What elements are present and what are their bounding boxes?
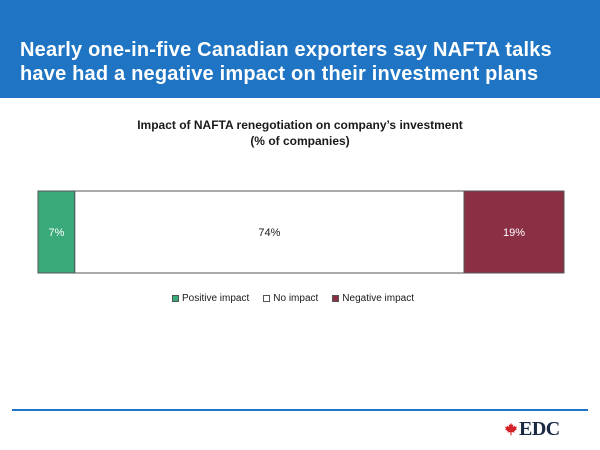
chart-subtitle: (% of companies) [250, 134, 350, 148]
legend-item-positive-impact: Positive impact [172, 293, 249, 304]
page-title: Nearly one-in-five Canadian exporters sa… [20, 39, 552, 85]
bar-segment-negative-impact [463, 190, 565, 274]
legend-item-negative-impact: Negative impact [332, 293, 414, 304]
data-label-no-impact: 74% [258, 227, 280, 239]
footer-divider [12, 409, 588, 411]
stacked-bar-chart: 7% 74% 19% [37, 190, 565, 274]
legend-label: Negative impact [342, 292, 414, 304]
legend-label: Positive impact [182, 292, 250, 304]
data-label-negative-impact: 19% [503, 227, 525, 239]
chart-title-block: Impact of NAFTA renegotiation on company… [0, 117, 600, 149]
legend-swatch [332, 294, 340, 302]
chart-title: Impact of NAFTA renegotiation on company… [137, 118, 463, 132]
legend-item-no-impact: No impact [263, 293, 318, 304]
legend-swatch [172, 294, 180, 302]
bar-segment-positive-impact [37, 190, 76, 274]
legend-label: No impact [273, 292, 319, 304]
edc-logo: EDC [504, 418, 560, 440]
legend-swatch [263, 294, 271, 302]
maple-leaf-icon [504, 422, 518, 436]
data-label-positive-impact: 7% [48, 227, 64, 239]
chart-legend: Positive impact No impact Negative impact [0, 291, 600, 305]
title-banner: Nearly one-in-five Canadian exporters sa… [0, 0, 600, 98]
logo-text: EDC [519, 417, 560, 440]
